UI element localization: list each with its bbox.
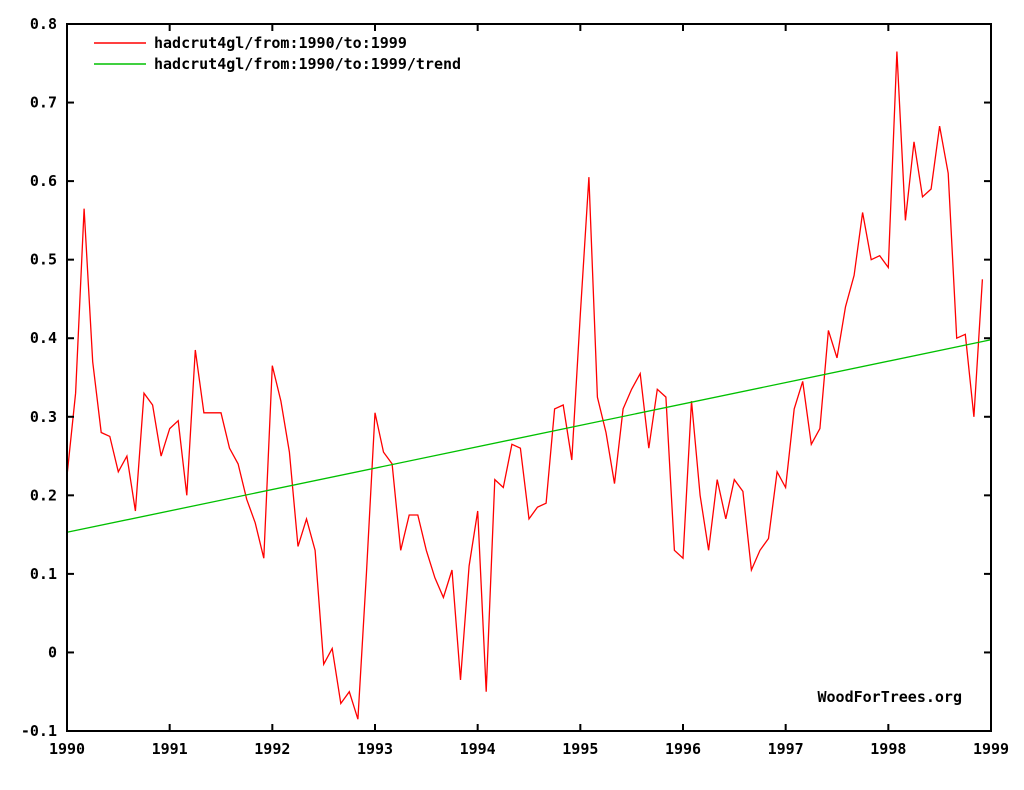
y-tick-label: 0 <box>48 643 57 661</box>
y-tick-label: 0.5 <box>30 251 57 269</box>
x-tick-label: 1997 <box>768 740 804 758</box>
y-tick-label: 0.3 <box>30 408 57 426</box>
plot-frame <box>66 23 992 732</box>
x-tick-label: 1995 <box>562 740 598 758</box>
x-tick-label: 1996 <box>665 740 701 758</box>
y-tick-label: 0.1 <box>30 565 57 583</box>
series-line-trend <box>66 339 992 533</box>
axis-tick-labels: 1990 1991 1992 1993 1994 1995 1996 1997 1998 1999… <box>21 15 1009 758</box>
legend: hadcrut4gl/from:1990/to:1999 hadcrut4gl/f… <box>94 34 461 73</box>
watermark: WoodForTrees.org <box>818 688 963 706</box>
x-tick-label: 1999 <box>973 740 1009 758</box>
x-tick-label: 1993 <box>357 740 393 758</box>
x-tick-label: 1992 <box>254 740 290 758</box>
y-tick-label: -0.1 <box>21 722 57 740</box>
y-tick-label: 0.6 <box>30 172 57 190</box>
x-tick-label: 1998 <box>870 740 906 758</box>
series-line-hadcrut4gl <box>66 51 984 720</box>
plot-lines <box>66 51 992 720</box>
x-tick-label: 1991 <box>152 740 188 758</box>
y-tick-label: 0.7 <box>30 94 57 112</box>
axis-ticks <box>66 23 992 732</box>
x-tick-label: 1990 <box>49 740 85 758</box>
legend-label: hadcrut4gl/from:1990/to:1999 <box>154 34 407 52</box>
y-tick-label: 0.4 <box>30 329 57 347</box>
legend-label: hadcrut4gl/from:1990/to:1999/trend <box>154 55 461 73</box>
y-tick-label: 0.2 <box>30 486 57 504</box>
y-tick-label: 0.8 <box>30 15 57 33</box>
x-tick-label: 1994 <box>460 740 496 758</box>
